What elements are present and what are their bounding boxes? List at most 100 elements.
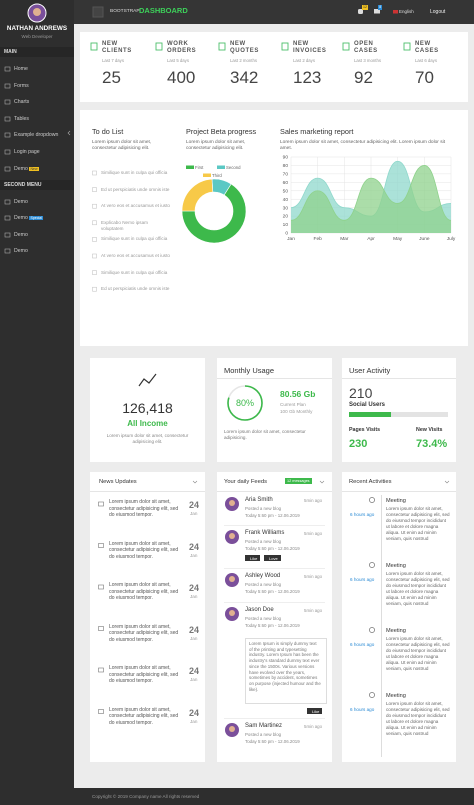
menu-badge: New (29, 166, 40, 172)
activity-text: Lorem ipsum dolor sit amet, consectetur … (386, 636, 450, 671)
activity-ago: 6 hours ago (350, 512, 375, 517)
todo-item[interactable]: At vero eos et accusamus et iusto (101, 253, 170, 258)
menu-item[interactable]: Demo (14, 248, 28, 254)
menu-item[interactable]: Demo (14, 232, 28, 238)
activity-title: Meeting (386, 563, 406, 569)
stat-period: Last 2 months (230, 58, 257, 63)
card-title: User Activity (349, 366, 391, 375)
menu-item[interactable]: Demo (14, 166, 28, 172)
feed-quote: Lorem Ipsum is simply dummy text of the … (249, 641, 321, 692)
chevron (444, 480, 450, 484)
footer-text: Copyright © 2019 Company name All rights… (92, 794, 200, 799)
stats-panel (80, 32, 468, 102)
feed-action: Posted a new blog (245, 506, 282, 511)
y-tick-label: 0 (285, 231, 288, 237)
menu-item[interactable]: Charts (14, 99, 30, 105)
feed-avatar-face (229, 500, 235, 506)
stat-icon (90, 42, 98, 51)
timeline-line (381, 495, 382, 757)
x-tick-label: Mar (340, 236, 349, 242)
checkbox (92, 270, 97, 275)
social-count: 210 (349, 385, 373, 401)
feed-time: Today 5:60 pm - 12.06.2019 (245, 589, 300, 594)
new-visits-value: 73.4% (416, 438, 448, 450)
progress-track (349, 412, 448, 417)
section-description: Lorem ipsum dolor sit amet, consectetur … (186, 140, 246, 152)
logout[interactable]: Logout (430, 9, 446, 15)
legend-swatch (203, 173, 211, 177)
clock-icon (369, 692, 375, 698)
menu-item[interactable]: Demo (14, 215, 28, 221)
brand-accent: DASHBOARD (139, 6, 188, 15)
feed-time: Today 5:60 pm - 12.06.2019 (245, 739, 300, 744)
feed-avatar-face (229, 576, 235, 582)
todo-item[interactable]: At vero eos et accusamus et iusto (101, 203, 170, 209)
menu-item[interactable]: Login page (14, 149, 40, 155)
activity-title: Meeting (386, 628, 406, 634)
feed-button[interactable]: Like (245, 555, 261, 562)
checkbox (92, 237, 97, 242)
y-tick-label: 70 (283, 171, 289, 177)
todo-item[interactable]: Explicabo Nemo ipsam voluptatem (101, 219, 148, 231)
menu-item[interactable]: Tables (14, 116, 29, 122)
menu-heading: MAIN (4, 49, 17, 55)
activity-text: Lorem ipsum dolor sit amet, consectetur … (386, 571, 450, 606)
user-role: Web Developer (21, 34, 53, 39)
flag-icon (393, 10, 398, 14)
todo-item[interactable]: Ed ut perspiciatis unde omnis iste (101, 186, 170, 192)
card-title: Your daily Feeds (224, 479, 267, 485)
menu-item[interactable]: Example dropdown (14, 132, 59, 138)
language[interactable]: English (399, 9, 414, 14)
menu-icon (4, 149, 11, 155)
sidebar-section (0, 47, 74, 57)
menu-item[interactable]: Forms (14, 83, 29, 89)
area-fill (291, 165, 451, 233)
divider (224, 568, 325, 569)
menu-icon (4, 166, 11, 172)
plan-label: Current Plan (280, 402, 306, 407)
divider (342, 378, 456, 379)
news-month: Jan (190, 635, 198, 641)
clock-icon (369, 497, 375, 503)
y-tick-label: 20 (283, 214, 289, 220)
feed-time: Today 5:60 pm - 12.06.2019 (245, 513, 300, 518)
section-title: Sales marketing report (280, 127, 354, 136)
user-name: NATHAN ANDREWS (6, 25, 68, 32)
y-tick-label: 50 (283, 188, 289, 194)
todo-item[interactable]: Similique sunt in culpa qui officia (101, 236, 168, 242)
checkbox (92, 170, 97, 176)
sidebar (0, 0, 74, 805)
feed-ago: 5min ago (304, 574, 323, 579)
menu-icon (4, 248, 11, 254)
feed-name: Ashley Wood (245, 573, 281, 579)
income-label: All Income (127, 419, 168, 428)
usage-percent: 80% (235, 398, 254, 408)
menu-item[interactable]: Home (14, 66, 28, 72)
usage-ring (227, 385, 263, 421)
feed-name: Jason Doe (245, 607, 274, 613)
stat-icon (155, 42, 163, 51)
feed-button[interactable]: Love (264, 555, 281, 562)
news-icon (98, 626, 104, 631)
news-card (90, 472, 205, 762)
x-tick-label: Jan (287, 236, 295, 242)
plan-value: 100 Gb Monthly (280, 409, 313, 414)
feed-button[interactable]: Like (307, 708, 323, 715)
news-month: Jan (190, 718, 198, 724)
mail-icon (374, 9, 380, 14)
todo-item[interactable]: Similique sunt in culpa qui officia (101, 170, 168, 175)
todo-item[interactable]: Similique sunt in culpa qui officia (101, 269, 168, 275)
news-icon (98, 501, 104, 507)
stat-icon (218, 42, 226, 51)
card-title: Monthly Usage (224, 366, 275, 375)
feed-name: Aria Smith (245, 497, 273, 503)
activity-title: Meeting (386, 693, 406, 699)
menu-item[interactable]: Demo (14, 199, 28, 205)
news-day: 24 (189, 624, 200, 635)
news-text: Lorem ipsum dolor sit amet, consectetur … (109, 706, 179, 726)
todo-item[interactable]: Ed ut perspiciatis unde omnis iste (101, 286, 170, 292)
menu-icon (4, 199, 11, 205)
stat-value: 342 (230, 68, 259, 87)
menu-heading: SECOND MENU (4, 182, 42, 188)
